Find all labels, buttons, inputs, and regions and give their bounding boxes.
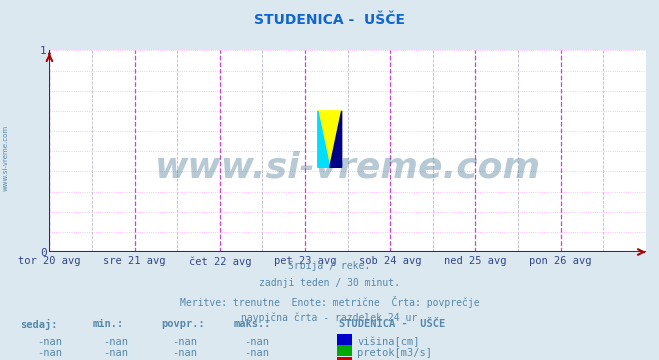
Polygon shape (318, 111, 330, 167)
Text: pretok[m3/s]: pretok[m3/s] (357, 348, 432, 358)
Text: sedaj:: sedaj: (20, 319, 57, 330)
Text: -nan: -nan (37, 337, 62, 347)
Text: višina[cm]: višina[cm] (357, 337, 420, 347)
Polygon shape (318, 111, 341, 167)
Text: maks.:: maks.: (234, 319, 272, 329)
Text: Meritve: trenutne  Enote: metrične  Črta: povprečje: Meritve: trenutne Enote: metrične Črta: … (180, 296, 479, 307)
Text: www.si-vreme.com: www.si-vreme.com (155, 150, 540, 184)
Text: -nan: -nan (172, 348, 197, 358)
Text: min.:: min.: (92, 319, 123, 329)
Text: Srbija / reke.: Srbija / reke. (289, 261, 370, 271)
Text: -nan: -nan (103, 337, 128, 347)
Text: -nan: -nan (103, 348, 128, 358)
Text: povpr.:: povpr.: (161, 319, 205, 329)
Text: www.si-vreme.com: www.si-vreme.com (2, 125, 9, 192)
Text: -nan: -nan (37, 348, 62, 358)
Polygon shape (330, 111, 341, 167)
Text: zadnji teden / 30 minut.: zadnji teden / 30 minut. (259, 278, 400, 288)
Text: -nan: -nan (244, 337, 270, 347)
Text: -nan: -nan (244, 348, 270, 358)
Text: -nan: -nan (172, 337, 197, 347)
Text: STUDENICA -  UŠČE: STUDENICA - UŠČE (339, 319, 445, 329)
Text: STUDENICA -  UŠČE: STUDENICA - UŠČE (254, 13, 405, 27)
Text: navpična črta - razdelek 24 ur: navpična črta - razdelek 24 ur (241, 313, 418, 323)
